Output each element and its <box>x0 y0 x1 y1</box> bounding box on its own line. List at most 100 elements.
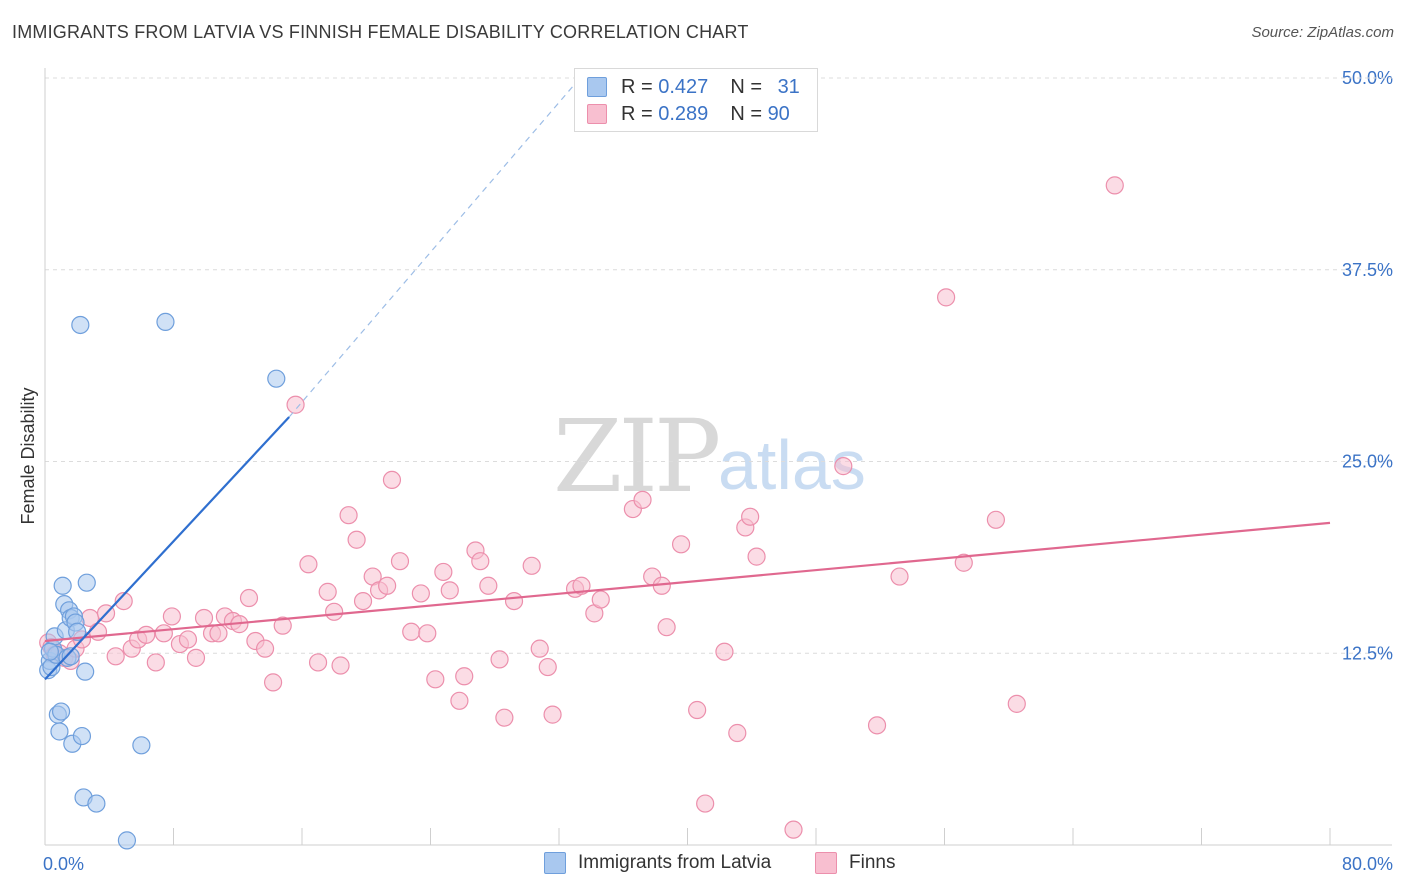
latvia-point <box>68 622 87 641</box>
finns-point <box>688 700 707 720</box>
latvia-point <box>61 647 80 666</box>
finns-point <box>318 582 337 601</box>
finns-point <box>450 691 469 710</box>
finns-point <box>455 667 474 686</box>
finns-point <box>937 288 956 307</box>
finns-point <box>239 588 259 608</box>
finns-point <box>402 622 421 641</box>
finns-point <box>715 642 734 661</box>
finns-point <box>154 624 173 643</box>
latvia-point <box>72 726 92 746</box>
legend-swatch-latvia <box>587 77 607 97</box>
finns-point <box>331 656 350 675</box>
finns-point <box>418 624 437 643</box>
latvia-trend-extension <box>288 68 589 418</box>
finns-point <box>504 591 524 611</box>
finns-point <box>741 507 760 526</box>
series-label-latvia: Immigrants from Latvia <box>578 852 772 873</box>
finns-point <box>591 590 610 609</box>
y-tick-label: 25.0% <box>1342 452 1393 472</box>
finns-point <box>867 716 887 735</box>
finns-point <box>255 639 275 658</box>
latvia-point <box>53 576 72 595</box>
legend-n-value: 90 <box>767 102 790 125</box>
finns-point <box>146 653 165 672</box>
finns-point <box>728 723 747 743</box>
finns-point <box>784 820 803 839</box>
finns-point <box>633 490 652 509</box>
finns-point <box>696 794 715 813</box>
finns-point <box>162 607 181 626</box>
finns-point <box>209 624 228 643</box>
y-axis-title: Female Disability <box>18 387 38 524</box>
finns-point <box>106 647 125 666</box>
y-tick-label: 12.5% <box>1342 643 1393 663</box>
finns-point <box>434 562 453 582</box>
finns-point <box>299 555 318 574</box>
latvia-point <box>76 662 95 681</box>
legend-row-latvia: R = 0.427 N = 31 <box>587 75 800 99</box>
finns-point <box>178 630 198 649</box>
finns-point <box>471 552 490 571</box>
latvia-point <box>40 642 59 661</box>
finns-point <box>440 581 459 600</box>
finns-point <box>426 670 445 689</box>
latvia-point <box>50 722 69 741</box>
finns-point <box>490 650 509 669</box>
latvia-point <box>156 312 175 332</box>
latvia-point <box>87 794 106 813</box>
legend-n-value: 31 <box>777 75 800 98</box>
latvia-point <box>51 702 71 721</box>
latvia-point <box>132 736 151 755</box>
finns-point <box>378 576 397 595</box>
series-legend-latvia[interactable]: Immigrants from Latvia <box>544 852 771 874</box>
finns-point <box>671 535 691 554</box>
finns-point <box>479 576 498 595</box>
finns-point <box>954 553 973 572</box>
finns-point <box>308 653 328 672</box>
series-swatch-finns <box>815 852 837 874</box>
stats-legend: R = 0.427 N = 31 R = 0.289 N = 90 <box>574 68 818 132</box>
series-legend-finns[interactable]: Finns <box>815 852 895 874</box>
finns-point <box>194 608 214 628</box>
finns-point <box>1007 694 1026 713</box>
finns-point <box>137 625 156 644</box>
finns-point <box>411 584 430 603</box>
legend-r-value: 0.289 <box>658 102 709 125</box>
finns-point <box>347 530 366 549</box>
legend-n-label: N = <box>730 102 768 125</box>
latvia-point <box>77 573 96 592</box>
finns-point <box>114 591 133 611</box>
y-tick-label: 37.5% <box>1342 260 1393 280</box>
finns-point <box>390 552 410 571</box>
finns-point <box>572 576 591 595</box>
finns-point <box>286 395 305 414</box>
finns-point <box>186 648 206 667</box>
legend-r-label: R = <box>621 75 659 98</box>
latvia-trend-line <box>44 416 290 681</box>
x-tick-label: 0.0% <box>43 854 84 874</box>
x-tick-label: 80.0% <box>1342 854 1393 874</box>
legend-row-finns: R = 0.289 N = 90 <box>587 102 790 126</box>
latvia-point <box>267 369 286 388</box>
finns-trend-line <box>44 521 1331 643</box>
finns-point <box>273 616 292 635</box>
chart-title: IMMIGRANTS FROM LATVIA VS FINNISH FEMALE… <box>12 22 749 42</box>
latvia-point <box>71 315 90 335</box>
legend-swatch-finns <box>587 104 607 124</box>
finns-point <box>834 457 853 476</box>
finns-point <box>657 618 676 637</box>
latvia-point <box>117 831 137 850</box>
legend-r-value: 0.427 <box>658 75 709 98</box>
finns-point <box>325 602 344 621</box>
finns-point <box>522 556 541 575</box>
finns-point <box>382 470 402 490</box>
legend-n-label: N = <box>730 75 768 98</box>
finns-point <box>890 567 909 586</box>
finns-point <box>530 639 549 658</box>
source-credit: Source: ZipAtlas.com <box>1251 24 1394 41</box>
legend-r-label: R = <box>621 102 659 125</box>
finns-point <box>747 547 766 566</box>
finns-point <box>263 673 283 692</box>
finns-point <box>543 705 562 724</box>
